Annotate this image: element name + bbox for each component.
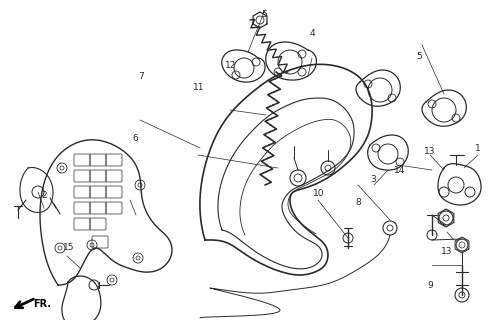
Text: 15: 15 xyxy=(63,243,75,252)
Text: 5: 5 xyxy=(261,10,267,19)
Text: 13: 13 xyxy=(424,147,436,156)
Text: 10: 10 xyxy=(312,189,324,198)
Text: 2: 2 xyxy=(41,191,47,200)
Text: 12: 12 xyxy=(225,61,236,70)
Text: 8: 8 xyxy=(355,198,361,207)
Text: 9: 9 xyxy=(427,281,433,290)
Text: 4: 4 xyxy=(309,29,315,38)
Text: 3: 3 xyxy=(370,175,376,184)
Text: FR.: FR. xyxy=(33,299,51,309)
Text: 5: 5 xyxy=(416,52,422,61)
Text: 7: 7 xyxy=(138,72,144,81)
Text: 11: 11 xyxy=(193,83,205,92)
Text: 6: 6 xyxy=(133,134,139,143)
Text: 13: 13 xyxy=(441,247,453,256)
Text: 1: 1 xyxy=(475,144,481,153)
Text: 14: 14 xyxy=(394,166,405,175)
